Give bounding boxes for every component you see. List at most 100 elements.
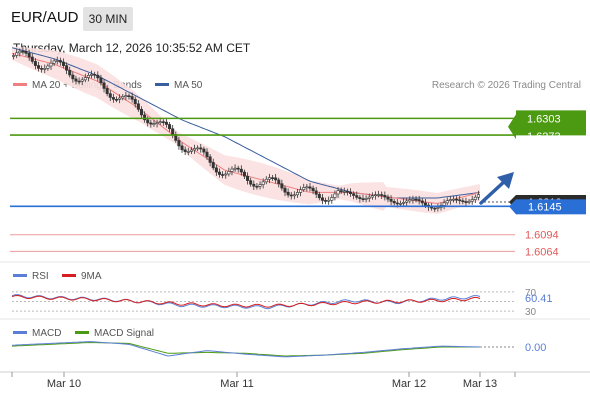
candle-body <box>186 151 190 153</box>
candle-body <box>15 52 19 56</box>
candles <box>12 47 480 213</box>
candle-body <box>289 194 293 197</box>
rsi-tick-30: 30 <box>525 307 537 318</box>
candle-body <box>358 197 362 199</box>
candle-body <box>111 97 115 100</box>
candle-body <box>317 193 321 199</box>
candle-body <box>470 199 474 202</box>
candle-body <box>380 194 384 196</box>
candle-body <box>21 50 25 53</box>
candle-body <box>127 95 131 97</box>
candle-body <box>311 187 315 192</box>
candle-body <box>189 149 193 152</box>
candle-body <box>258 184 262 187</box>
candle-body <box>473 196 477 200</box>
candle-body <box>77 80 81 83</box>
legend-ma50-label: MA 50 <box>174 80 203 91</box>
candle-body <box>136 103 140 110</box>
candle-body <box>264 178 268 183</box>
x-tick-label-0: Mar 10 <box>47 378 81 390</box>
candle-body <box>99 77 103 84</box>
candle-body <box>292 194 296 197</box>
target-label-1.6064: 1.6064 <box>525 246 559 258</box>
macd-signal-swatch <box>75 330 89 334</box>
candle-body <box>352 193 356 196</box>
candle-body <box>46 65 50 69</box>
candle-body <box>24 50 28 54</box>
candle-body <box>336 190 340 195</box>
candle-body <box>27 53 31 58</box>
candle-body <box>164 121 168 125</box>
candle-body <box>305 186 309 189</box>
ma20-swatch <box>13 82 27 86</box>
candle-body <box>345 191 349 193</box>
candle-body <box>108 93 112 98</box>
candle-body <box>121 96 125 99</box>
candle-body <box>373 194 377 197</box>
ma20-line <box>11 52 481 204</box>
candle-body <box>143 114 147 121</box>
legend-rsi-label: RSI <box>32 271 49 282</box>
candle-body <box>86 75 90 78</box>
candle-body <box>236 167 240 170</box>
candle-body <box>146 119 150 124</box>
pivot-label: 1.6145 <box>528 201 562 213</box>
candle-body <box>52 60 56 64</box>
candle-body <box>377 194 381 196</box>
candle-body <box>339 190 343 192</box>
candle-body <box>476 194 480 198</box>
candle-body <box>239 168 243 173</box>
candle-body <box>177 140 181 147</box>
candle-body <box>65 65 69 71</box>
candle-body <box>161 121 165 123</box>
x-tick-label-1: Mar 11 <box>220 378 253 390</box>
candle-body <box>211 162 215 169</box>
candle-body <box>295 192 299 196</box>
candle-body <box>386 196 390 200</box>
resistance-label-1: 1.6303 <box>527 113 561 125</box>
candle-body <box>367 196 371 199</box>
pivot-label-box <box>516 199 586 215</box>
legend-rsi: RSI <box>13 271 49 282</box>
legend-rsi-ma-label: 9MA <box>81 271 102 282</box>
credit: Research © 2026 Trading Central <box>431 80 581 91</box>
candle-body <box>302 187 306 190</box>
legend-rsi-ma: 9MA <box>62 271 102 282</box>
candle-body <box>342 191 346 193</box>
candle-body <box>308 186 312 189</box>
candle-body <box>83 77 87 81</box>
candle-body <box>230 168 234 172</box>
legend-macd: MACD <box>13 328 61 339</box>
pivot-label-pointer <box>509 199 516 215</box>
resistance-label-2: 1.6273 <box>527 131 561 143</box>
candle-body <box>118 97 122 100</box>
candle-body <box>196 147 200 150</box>
x-tick-label-2: Mar 12 <box>392 378 426 390</box>
candle-body <box>74 78 78 82</box>
candle-body <box>420 200 424 204</box>
candle-body <box>133 98 137 105</box>
candle-body <box>448 199 452 202</box>
candle-body <box>96 74 100 79</box>
candle-body <box>423 202 427 206</box>
candle-body <box>193 148 197 151</box>
candle-body <box>49 62 53 67</box>
candle-body <box>414 198 418 201</box>
candle-body <box>246 175 250 181</box>
legend-macd-signal: MACD Signal <box>75 328 154 339</box>
candle-body <box>68 69 72 76</box>
candle-body <box>183 149 187 152</box>
candle-body <box>274 177 278 181</box>
legend-macd-signal-label: MACD Signal <box>94 328 155 339</box>
candle-body <box>267 177 271 180</box>
candle-body <box>33 61 37 66</box>
candle-body <box>395 202 399 205</box>
timeframe-badge[interactable]: 30 MIN <box>83 7 133 31</box>
rsi-ma-line <box>11 294 481 308</box>
candle-body <box>18 50 22 54</box>
candle-body <box>355 195 359 198</box>
candle-body <box>217 171 221 175</box>
legend-ma50: MA 50 <box>155 80 202 91</box>
candle-body <box>333 193 337 198</box>
candle-body <box>221 174 225 176</box>
